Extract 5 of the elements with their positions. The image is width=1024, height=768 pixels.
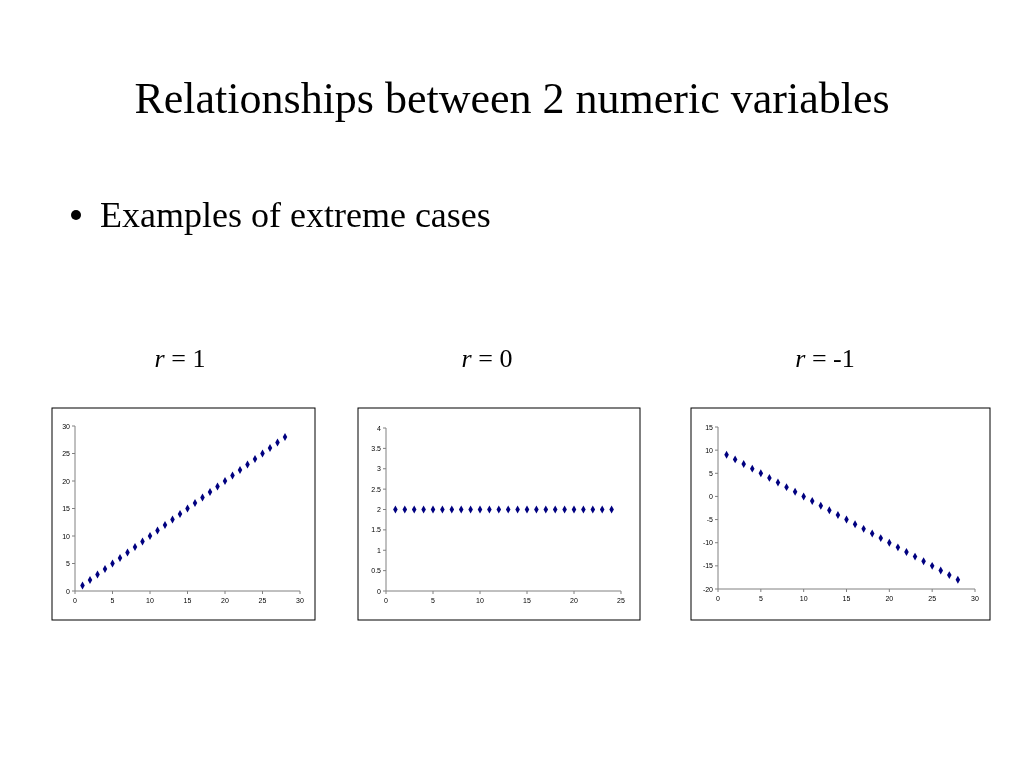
text: Examples of extreme cases bbox=[100, 195, 491, 235]
text: Relationships between 2 numeric variables bbox=[134, 74, 890, 123]
chart-title: r = 0 bbox=[461, 344, 513, 373]
chart-title: r = -1 bbox=[795, 344, 855, 373]
chart-title: r = 1 bbox=[154, 344, 206, 373]
